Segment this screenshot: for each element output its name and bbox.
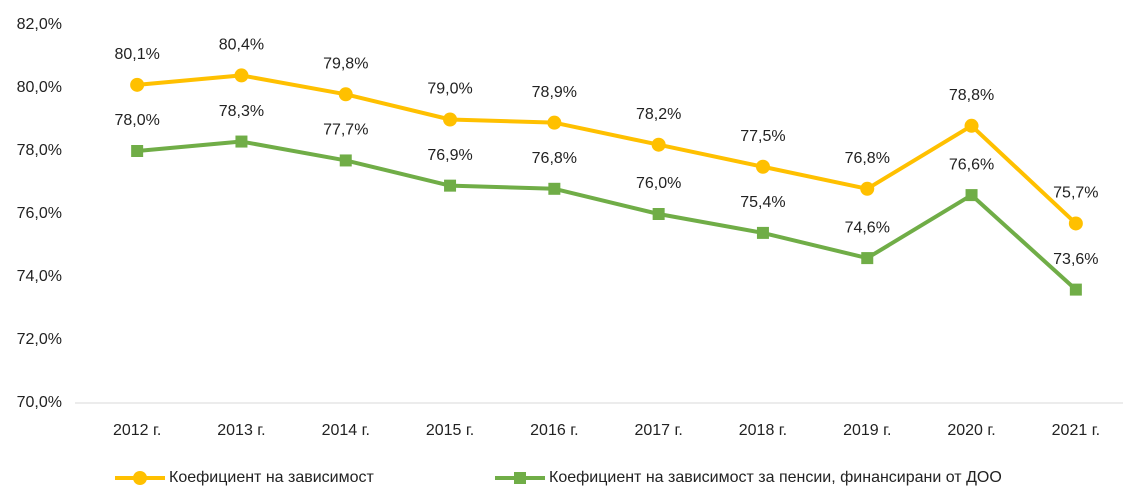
legend-marker (514, 472, 526, 484)
y-tick-label: 80,0% (17, 79, 62, 96)
data-label: 78,0% (114, 112, 159, 129)
data-label: 77,7% (323, 122, 368, 139)
data-label: 78,8% (949, 87, 994, 104)
marker (548, 182, 561, 195)
marker (964, 118, 979, 133)
legend-label: Коефициент на зависимост (169, 469, 375, 486)
marker (234, 68, 249, 83)
data-label: 80,1% (114, 46, 159, 63)
marker (756, 226, 769, 239)
marker (860, 181, 875, 196)
marker (755, 159, 770, 174)
x-tick-label: 2013 г. (217, 422, 265, 439)
data-label: 76,8% (845, 150, 890, 167)
x-tick-label: 2021 г. (1052, 422, 1100, 439)
data-label: 79,0% (427, 81, 472, 98)
data-label: 75,7% (1053, 185, 1098, 202)
marker (444, 179, 457, 192)
data-label: 73,6% (1053, 251, 1098, 268)
data-label: 75,4% (740, 194, 785, 211)
x-tick-label: 2018 г. (739, 422, 787, 439)
data-label: 76,6% (949, 156, 994, 173)
marker (652, 208, 665, 220)
data-label: 74,6% (845, 219, 890, 236)
marker (651, 137, 666, 152)
series-line (136, 139, 1078, 292)
series-line (136, 73, 1078, 225)
y-tick-label: 78,0% (17, 142, 62, 159)
marker (861, 252, 874, 265)
x-tick-label: 2017 г. (634, 422, 682, 439)
data-label: 78,9% (532, 84, 577, 101)
data-label: 76,0% (636, 175, 681, 192)
y-tick-label: 74,0% (17, 268, 62, 285)
x-tick-label: 2016 г. (530, 422, 578, 439)
y-tick-label: 76,0% (17, 205, 62, 222)
data-label: 80,4% (219, 37, 264, 54)
marker (338, 87, 353, 102)
marker (235, 135, 248, 148)
marker (130, 77, 145, 92)
data-label: 77,5% (740, 128, 785, 145)
data-label: 78,3% (219, 103, 264, 120)
y-tick-label: 82,0% (17, 16, 62, 33)
x-tick-label: 2015 г. (426, 422, 474, 439)
data-label: 79,8% (323, 56, 368, 73)
x-tick-label: 2019 г. (843, 422, 891, 439)
legend-marker (133, 471, 147, 485)
y-tick-label: 72,0% (17, 331, 62, 348)
marker (1069, 283, 1082, 296)
marker (443, 112, 458, 127)
marker (1068, 216, 1083, 231)
data-label: 78,2% (636, 106, 681, 123)
marker (547, 115, 562, 130)
y-tick-label: 70,0% (17, 394, 62, 411)
x-tick-label: 2020 г. (947, 422, 995, 439)
marker (339, 154, 352, 167)
legend-label: Коефициент на зависимост за пенсии, фина… (549, 469, 1002, 486)
marker (965, 189, 978, 202)
marker (131, 145, 144, 157)
data-label: 76,9% (427, 147, 472, 164)
x-tick-label: 2014 г. (322, 422, 370, 439)
x-tick-label: 2012 г. (113, 422, 161, 439)
data-label: 76,8% (532, 150, 577, 167)
